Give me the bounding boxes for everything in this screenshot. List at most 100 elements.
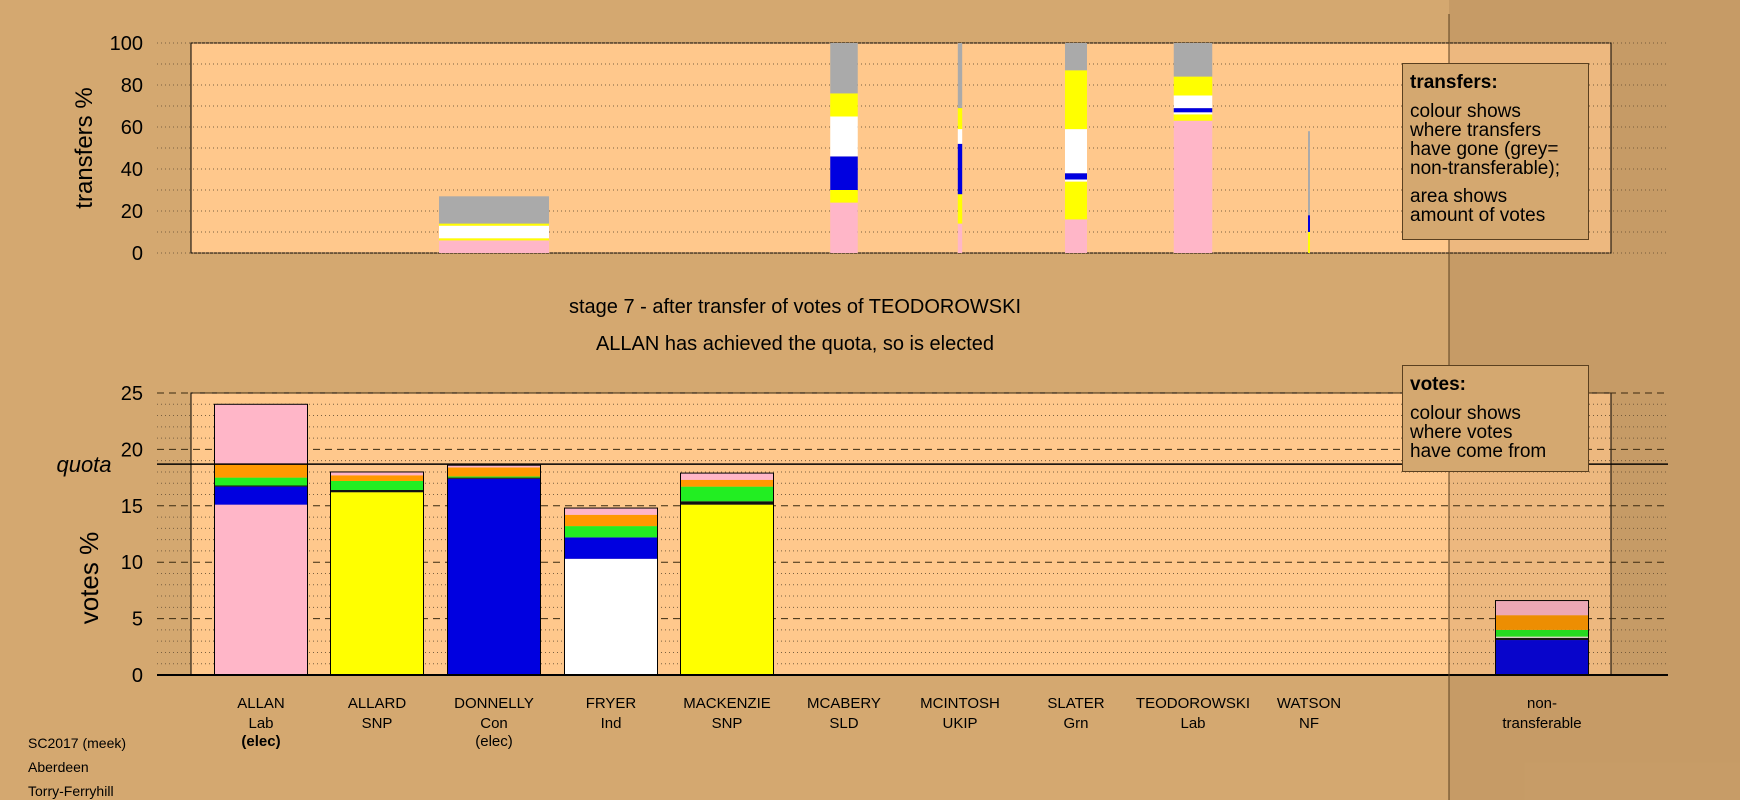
transfer-bar-segment: [1065, 70, 1087, 130]
nontransferable-bar-segment: [1495, 636, 1589, 638]
candidate-party-label: UKIP: [942, 715, 977, 732]
candidate-name-label: MCABERY: [807, 695, 881, 712]
votes-y-tick-label: 5: [132, 609, 143, 631]
nontransferable-bar-segment: [1495, 600, 1589, 616]
transfer-bar-segment: [1065, 129, 1087, 174]
votes-legend-line: have come from: [1410, 441, 1547, 462]
transfers-y-tick-label: 40: [121, 159, 143, 181]
transfers-legend-line: area shows: [1410, 186, 1508, 207]
transfer-bar-segment: [439, 240, 549, 253]
transfers-y-tick-label: 60: [121, 117, 143, 139]
votes-y-tick-label: 10: [121, 552, 143, 574]
transfer-bar-segment: [1065, 219, 1087, 253]
candidate-name-label: ALLARD: [348, 695, 407, 712]
nontransferable-bar-segment: [1495, 615, 1589, 630]
transfers-legend-line: where transfers: [1410, 120, 1541, 141]
vote-bar-segment: [447, 465, 541, 468]
transfers-legend-line: non-transferable);: [1410, 158, 1560, 179]
transfers-y-tick-label: 80: [121, 75, 143, 97]
vote-bar-segment: [447, 467, 541, 477]
transfer-bar-segment: [830, 202, 858, 253]
transfer-bar-segment: [1173, 76, 1213, 96]
vote-bar-segment: [214, 477, 308, 486]
transfer-bar-segment: [1308, 131, 1310, 216]
transfers-y-tick-label: 100: [110, 33, 143, 55]
candidate-party-label: SNP: [712, 715, 743, 732]
transfers-legend-title: transfers:: [1410, 72, 1498, 93]
vote-bar-segment: [214, 486, 308, 505]
stage-result: ALLAN has achieved the quota, so is elec…: [595, 333, 995, 355]
transfer-bar-segment: [439, 225, 549, 239]
transfers-y-axis-label: transfers %: [71, 87, 98, 208]
transfer-bar-segment: [439, 223, 549, 226]
nontransferable-bar-segment: [1495, 637, 1589, 641]
vote-bar-segment: [447, 476, 541, 478]
vote-bar-segment: [564, 558, 658, 675]
stage-description: stage 7 - after transfer of votes of TEO…: [568, 296, 1021, 318]
vote-bar-segment: [564, 537, 658, 559]
vote-bar-segment: [447, 478, 541, 675]
vote-bar-segment: [330, 471, 424, 476]
transfers-legend-line: colour shows: [1410, 101, 1521, 122]
votes-legend: votes: colour shows where votes have com…: [1402, 365, 1589, 472]
candidate-name-label: ALLAN: [237, 695, 285, 712]
transfer-bar-segment: [1173, 43, 1213, 77]
candidate-name-label: TEODOROWSKI: [1136, 695, 1250, 712]
candidate-party-label: Lab: [248, 715, 273, 732]
votes-y-tick-label: 0: [132, 665, 143, 687]
transfer-bar-segment: [1173, 114, 1213, 121]
vote-bar-segment: [330, 480, 424, 491]
vote-bar-segment: [564, 526, 658, 538]
transfer-bar-segment: [830, 116, 858, 157]
transfer-bar-segment: [830, 93, 858, 117]
transfer-bar-segment: [957, 108, 963, 130]
votes-y-axis-label: votes %: [74, 532, 104, 625]
footer-council: Aberdeen: [28, 759, 89, 775]
vote-bar-segment: [330, 475, 424, 481]
vote-bar-segment: [680, 504, 774, 675]
nontransferable-label: non-: [1527, 695, 1557, 712]
transfer-bar-segment: [1065, 43, 1087, 71]
candidate-party-label: NF: [1299, 715, 1319, 732]
candidate-party-label: Lab: [1180, 715, 1205, 732]
candidate-name-label: MCINTOSH: [920, 695, 1000, 712]
nontransferable-bar-segment: [1495, 640, 1589, 675]
nontransferable-label: transferable: [1502, 715, 1581, 732]
transfer-bar-segment: [830, 43, 858, 94]
vote-bar-segment: [447, 477, 541, 479]
votes-y-tick-label: 20: [121, 439, 143, 461]
candidate-name-label: DONNELLY: [454, 695, 534, 712]
transfer-bar-segment: [1173, 95, 1213, 109]
transfer-bar-segment: [957, 43, 963, 109]
vote-bar-segment: [330, 492, 424, 675]
vote-bar-segment: [214, 404, 308, 465]
transfer-bar-segment: [1065, 181, 1087, 220]
candidate-name-label: SLATER: [1047, 695, 1104, 712]
vote-bar-segment: [214, 485, 308, 487]
votes-plot-area: [190, 392, 1612, 676]
candidate-party-label: SNP: [362, 715, 393, 732]
candidate-party-label: Grn: [1063, 715, 1088, 732]
transfer-bar-segment: [957, 194, 963, 224]
transfers-y-tick-label: 20: [121, 201, 143, 223]
transfer-bar-segment: [830, 190, 858, 203]
vote-bar-segment: [214, 464, 308, 478]
vote-bar-segment: [564, 514, 658, 527]
candidate-name-label: MACKENZIE: [683, 695, 771, 712]
candidate-name-label: FRYER: [586, 695, 637, 712]
transfers-legend-line: amount of votes: [1410, 205, 1546, 226]
vote-bar-segment: [564, 508, 658, 515]
transfer-bar-segment: [1173, 112, 1213, 115]
candidate-status-label: (elec): [241, 733, 280, 750]
vote-bar-segment: [680, 501, 774, 505]
transfer-bar-segment: [1308, 215, 1310, 232]
nontransferable-bar-segment: [1495, 629, 1589, 637]
transfer-bar-segment: [1173, 108, 1213, 113]
vote-bar-segment: [680, 486, 774, 502]
votes-legend-title: votes:: [1410, 374, 1466, 395]
candidate-party-label: Con: [480, 715, 508, 732]
transfer-bar-segment: [1065, 179, 1087, 182]
vote-bar-segment: [680, 479, 774, 487]
votes-legend-line: colour shows: [1410, 403, 1521, 424]
